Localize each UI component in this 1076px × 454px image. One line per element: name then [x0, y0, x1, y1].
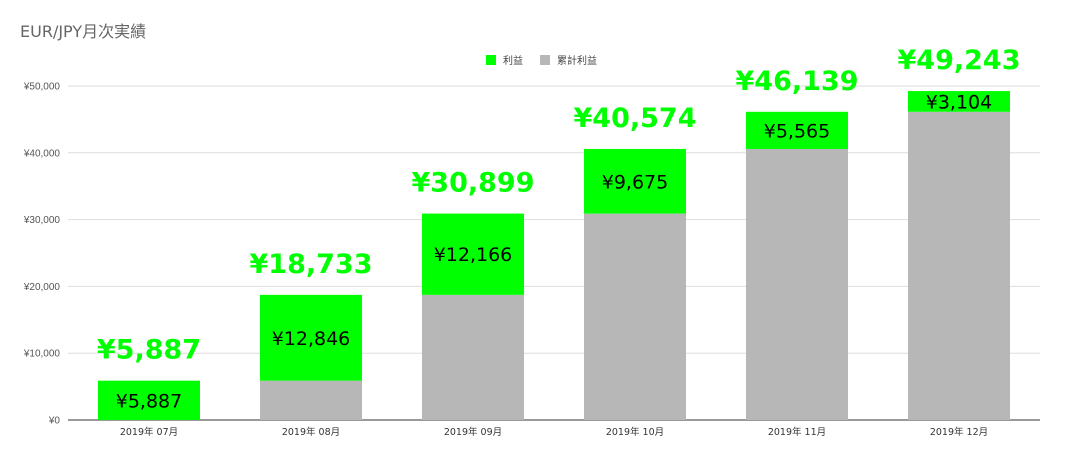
y-tick-label: ¥0 [48, 416, 61, 427]
bar-monthly-profit [746, 111, 848, 149]
total-value-label: ¥5,887 [97, 335, 201, 366]
segment-value-label: ¥12,846 [272, 328, 351, 350]
bar-cumulative-profit [260, 380, 362, 420]
segment-value-label: ¥9,675 [602, 171, 668, 193]
x-tick-label: 2019年 07月 [120, 426, 178, 438]
legend-label: 利益 [503, 54, 523, 67]
y-tick-label: ¥20,000 [23, 282, 61, 293]
bar-monthly-profit [422, 213, 524, 295]
total-value-label: ¥18,733 [250, 249, 373, 280]
bar-monthly-profit [584, 148, 686, 214]
x-tick-label: 2019年 08月 [282, 426, 340, 438]
x-tick-label: 2019年 09月 [444, 426, 502, 438]
bar-monthly-profit [260, 294, 362, 381]
bars [98, 91, 1010, 421]
legend: 利益 累計利益 [486, 54, 597, 67]
x-tick-label: 2019年 12月 [930, 426, 988, 438]
segment-value-label: ¥3,104 [926, 91, 992, 113]
y-tick-label: ¥40,000 [23, 148, 61, 159]
total-value-label: ¥30,899 [412, 168, 535, 199]
legend-label: 累計利益 [557, 54, 597, 67]
x-axis-tick-labels: 2019年 07月 2019年 08月 2019年 09月 2019年 10月 2019… [120, 426, 988, 438]
segment-value-label: ¥12,166 [434, 244, 513, 266]
bar-cumulative-profit [422, 294, 524, 420]
bar-monthly-profit [908, 91, 1010, 112]
y-axis-tick-labels: ¥0 ¥10,000 ¥20,000 ¥30,000 ¥40,000 ¥50,000 [23, 82, 61, 427]
bar-cumulative-profit [908, 111, 1010, 421]
y-tick-label: ¥10,000 [23, 349, 61, 360]
y-tick-label: ¥30,000 [23, 215, 61, 226]
bar-monthly-profit [98, 380, 200, 420]
x-tick-label: 2019年 11月 [768, 426, 826, 438]
segment-value-label: ¥5,565 [764, 120, 830, 142]
legend-swatch [540, 55, 550, 65]
total-value-label: ¥46,139 [736, 66, 859, 97]
bar-cumulative-profit [584, 213, 686, 420]
total-value-label: ¥40,574 [574, 103, 697, 134]
y-tick-label: ¥50,000 [23, 82, 61, 93]
legend-swatch [486, 55, 496, 65]
chart-title: EUR/JPY月次実績 [20, 22, 147, 41]
gridlines [68, 85, 1040, 421]
segment-value-label: ¥5,887 [116, 390, 182, 412]
x-tick-label: 2019年 10月 [606, 426, 664, 438]
total-value-label: ¥49,243 [898, 45, 1021, 76]
data-labels: ¥5,887 ¥5,887 ¥12,846 ¥18,733 ¥12,166 ¥30,899… [97, 45, 1021, 412]
bar-cumulative-profit [746, 148, 848, 420]
